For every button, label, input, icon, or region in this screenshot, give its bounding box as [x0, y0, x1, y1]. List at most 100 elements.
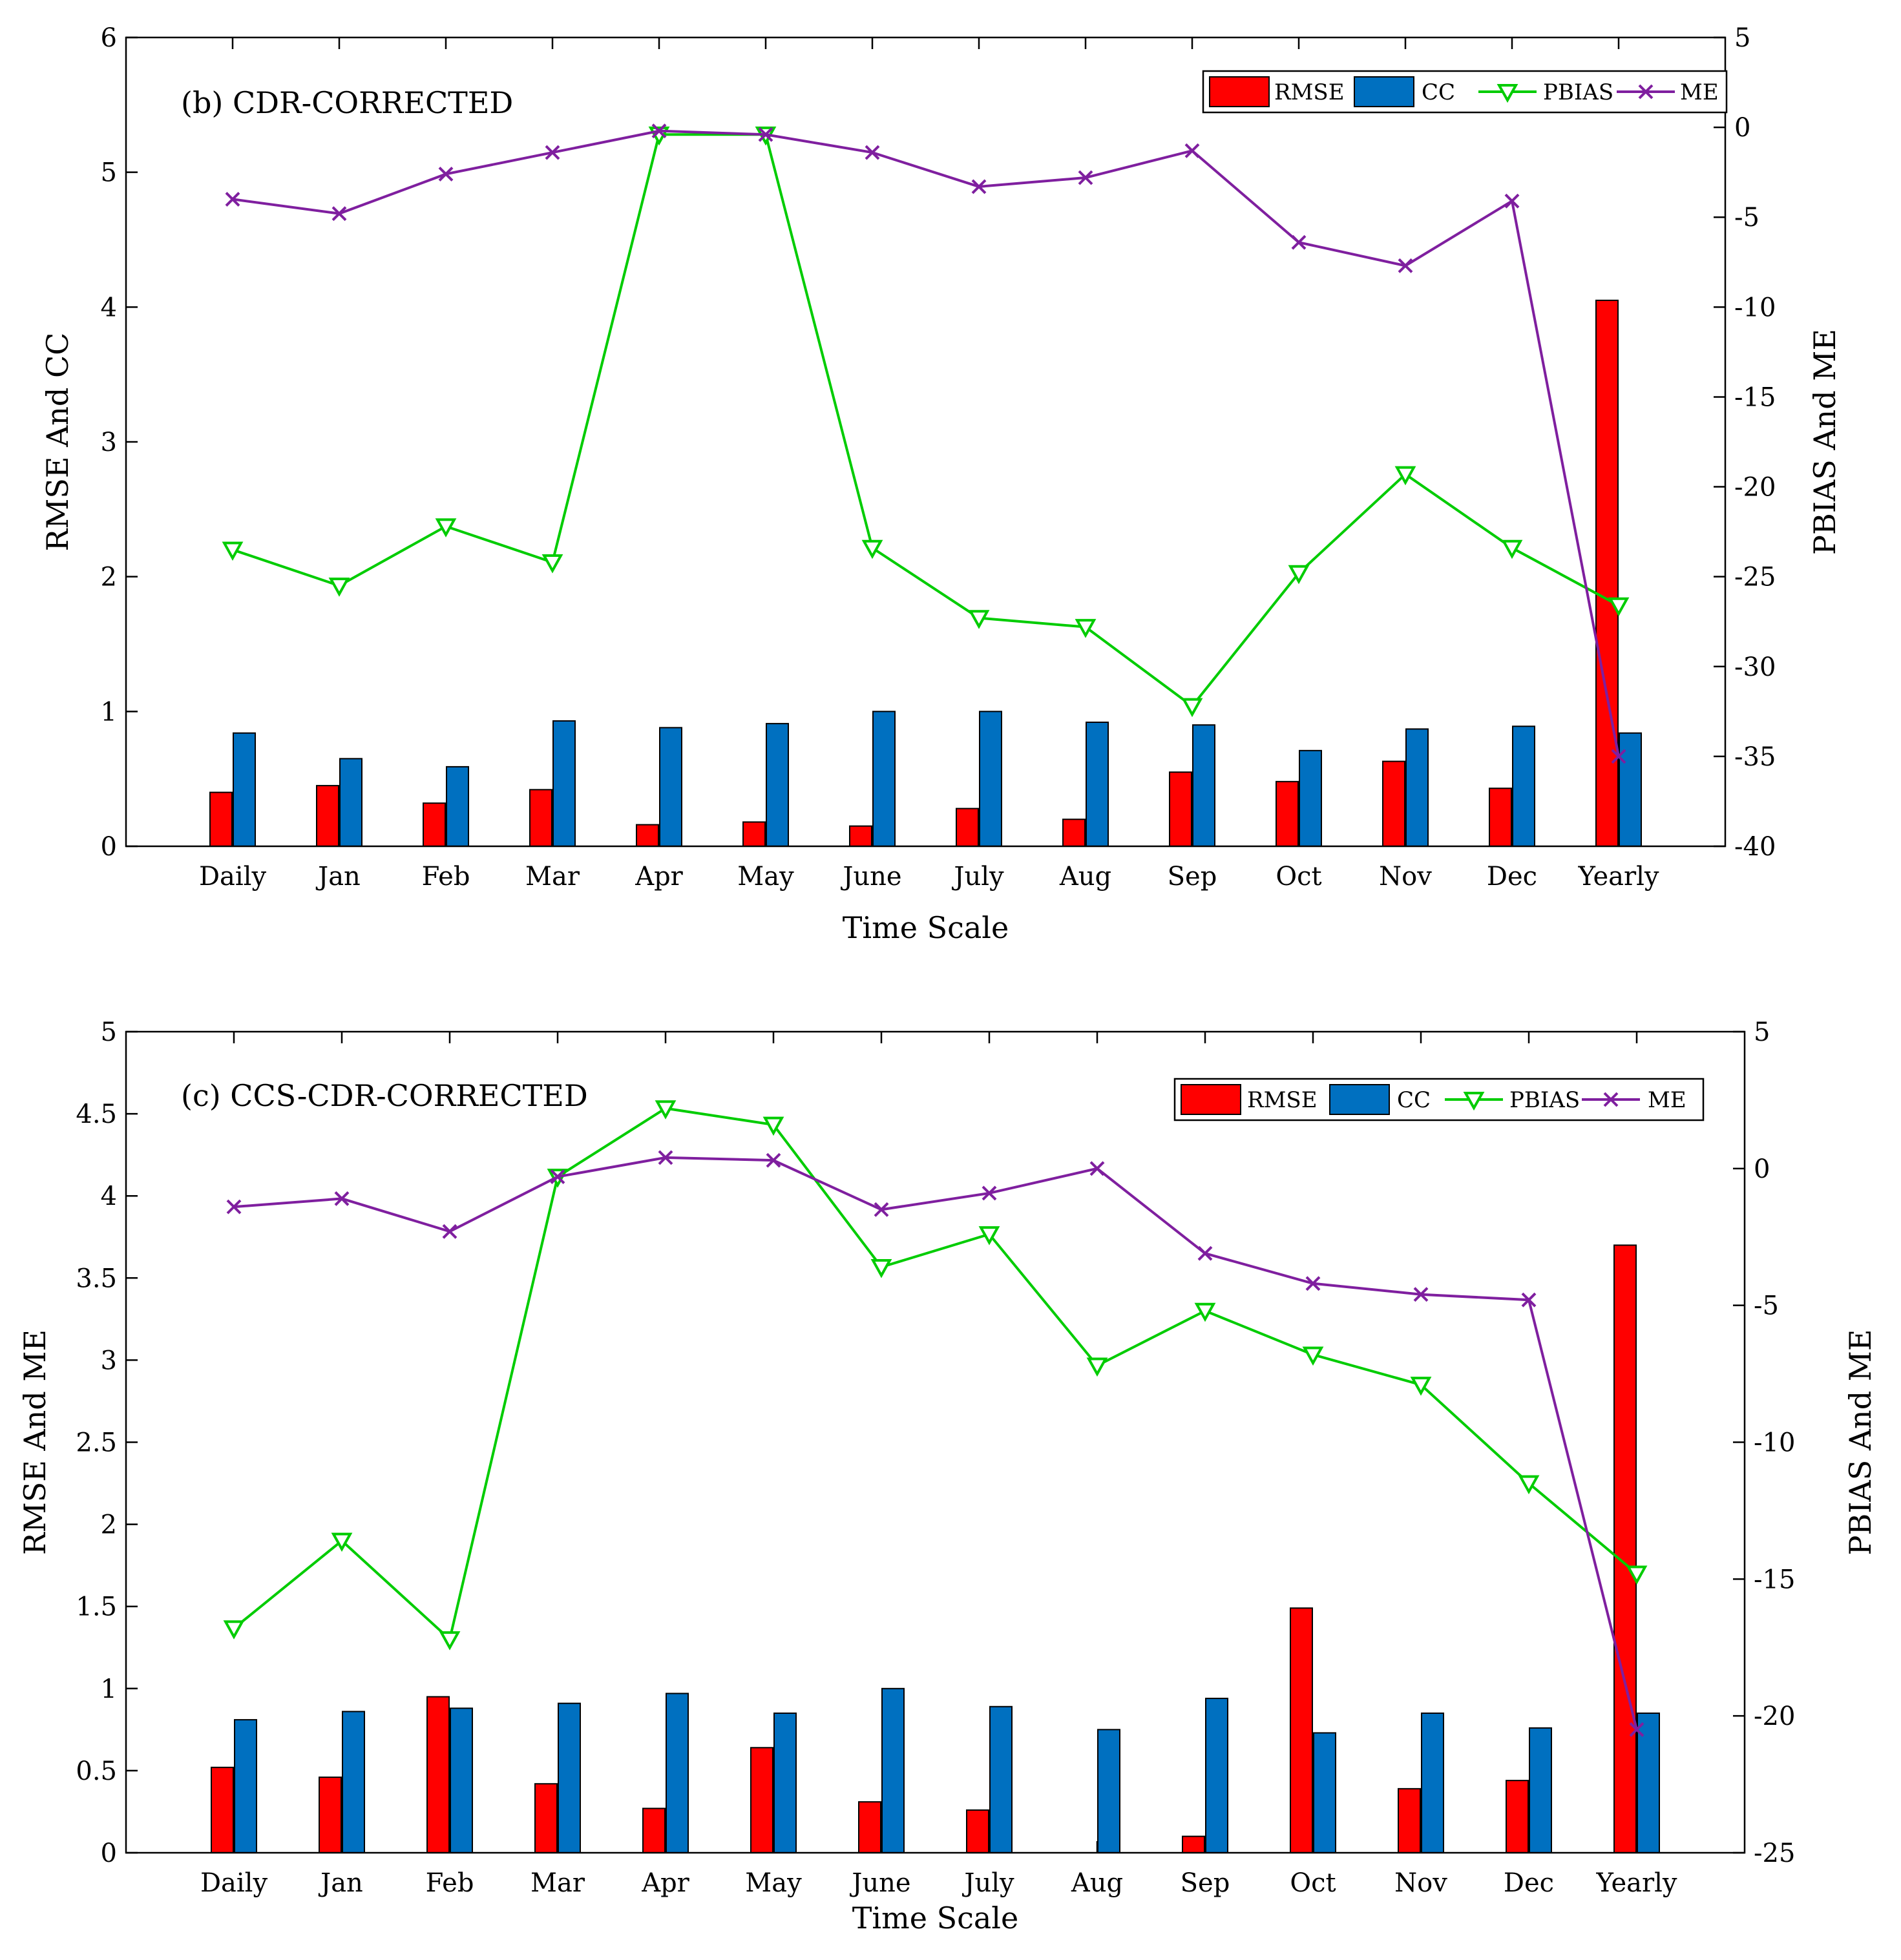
left-tick-label: 0 [101, 1839, 117, 1868]
bar-rmse-feb [423, 802, 446, 848]
bar-cc-apr [659, 727, 682, 847]
right-tick-label: -15 [1734, 382, 1776, 412]
x-tick-label: Apr [635, 862, 683, 891]
y-axis-label-left: RMSE And CC [40, 333, 75, 552]
bar-rmse-may [750, 1747, 773, 1854]
bar-cc-mar [558, 1702, 581, 1853]
marker-me-dec [1504, 193, 1520, 209]
left-tick-label: 2 [101, 563, 117, 592]
right-tick-label: -15 [1754, 1565, 1795, 1594]
x-tick-label: Apr [641, 1868, 689, 1898]
bar-cc-feb [450, 1707, 473, 1853]
marker-pbias-oct [1288, 565, 1310, 585]
x-tick-label: Yearly [1596, 1868, 1677, 1898]
marker-pbias-mar [541, 554, 563, 574]
bar-rmse-yearly [1613, 1244, 1637, 1853]
bar-cc-oct [1313, 1732, 1336, 1854]
right-tick-label: -10 [1734, 293, 1776, 322]
legend-me-marker [1603, 1092, 1619, 1107]
marker-me-nov [1413, 1287, 1429, 1302]
bar-cc-daily [234, 1719, 257, 1853]
marker-pbias-june [861, 539, 883, 559]
line-pbias [232, 133, 1619, 708]
bar-rmse-june [858, 1801, 881, 1853]
marker-pbias-sep [1194, 1302, 1216, 1322]
marker-me-dec [1521, 1292, 1537, 1308]
legend-cc-swatch [1329, 1084, 1390, 1115]
x-tick-label: Daily [200, 1868, 268, 1898]
bar-cc-july [979, 711, 1002, 848]
right-tick-label: 0 [1754, 1154, 1770, 1184]
bar-cc-aug [1097, 1729, 1120, 1854]
bar-rmse-sep [1182, 1835, 1205, 1854]
left-tick-label: 1.5 [76, 1592, 117, 1622]
x-tick-label: Sep [1181, 1868, 1230, 1898]
marker-pbias-jan [328, 578, 350, 597]
x-tick-label: May [737, 862, 794, 891]
legend-cc-swatch [1354, 76, 1414, 107]
marker-me-yearly [1629, 1722, 1644, 1737]
bar-cc-june [881, 1687, 905, 1854]
legend-pbias-marker [1497, 84, 1518, 103]
x-tick-label: Dec [1487, 862, 1537, 891]
left-tick-label: 3 [101, 428, 117, 457]
bar-rmse-nov [1398, 1788, 1421, 1854]
marker-pbias-aug [1075, 619, 1097, 638]
marker-me-yearly [1611, 749, 1626, 764]
marker-me-jan [334, 1191, 350, 1206]
marker-pbias-feb [439, 1631, 461, 1651]
bar-rmse-daily [211, 1766, 234, 1853]
marker-pbias-jan [331, 1532, 353, 1552]
x-tick-label: June [849, 1868, 910, 1898]
legend-pbias-marker [1463, 1092, 1485, 1111]
bar-rmse-oct [1290, 1607, 1313, 1853]
x-tick-label: Nov [1394, 1868, 1447, 1898]
left-tick-label: 5 [101, 158, 117, 188]
bar-cc-mar [552, 720, 576, 847]
bar-cc-july [989, 1705, 1013, 1853]
marker-me-july [982, 1185, 997, 1201]
x-tick-label: Dec [1504, 1868, 1554, 1898]
legend-cc-label: CC [1397, 1087, 1431, 1113]
bar-cc-feb [446, 766, 469, 848]
x-axis-label: Time Scale [852, 1901, 1019, 1935]
marker-me-may [758, 127, 773, 142]
bar-cc-sep [1205, 1698, 1228, 1853]
y-axis-label-right: PBIAS And ME [1843, 1329, 1878, 1556]
left-tick-label: 6 [101, 23, 117, 53]
marker-pbias-aug [1086, 1357, 1108, 1377]
marker-pbias-dec [1518, 1475, 1540, 1495]
marker-pbias-july [968, 610, 990, 629]
bar-cc-dec [1512, 725, 1535, 847]
marker-me-daily [226, 1199, 242, 1215]
bar-rmse-sep [1169, 771, 1192, 847]
legend-rmse-swatch [1209, 76, 1270, 107]
bar-cc-dec [1529, 1727, 1552, 1854]
left-tick-label: 3.5 [76, 1264, 117, 1293]
line-me [233, 1156, 1638, 1730]
left-tick-label: 1 [101, 1674, 117, 1704]
marker-me-june [874, 1202, 889, 1217]
x-tick-label: July [951, 862, 1004, 891]
marker-me-sep [1197, 1246, 1213, 1261]
bar-rmse-aug [1062, 818, 1086, 848]
bar-rmse-jan [319, 1777, 342, 1854]
y-axis-label-left: RMSE And ME [17, 1329, 52, 1555]
marker-me-feb [442, 1224, 457, 1239]
legend: RMSE CC PBIAS ME [1173, 1078, 1705, 1121]
legend-rmse-label: RMSE [1274, 79, 1345, 105]
bar-cc-sep [1192, 724, 1215, 847]
left-tick-label: 0 [101, 832, 117, 862]
chart-panel-1: 0 0.5 1 1.5 2 2.5 3 3.5 4 4.5 5 -25 -20 -15 -10 -5 0 5 Dai… [17, 1017, 1878, 1935]
chart-title: (c) CCS-CDR-CORRECTED [181, 1078, 588, 1113]
right-tick-label: -25 [1754, 1839, 1795, 1868]
marker-pbias-june [870, 1258, 892, 1278]
marker-me-sep [1184, 143, 1200, 158]
left-tick-label: 0.5 [76, 1757, 117, 1786]
x-tick-label: Nov [1379, 862, 1432, 891]
x-tick-label: Oct [1276, 862, 1321, 891]
legend-rmse-swatch [1181, 1084, 1241, 1115]
